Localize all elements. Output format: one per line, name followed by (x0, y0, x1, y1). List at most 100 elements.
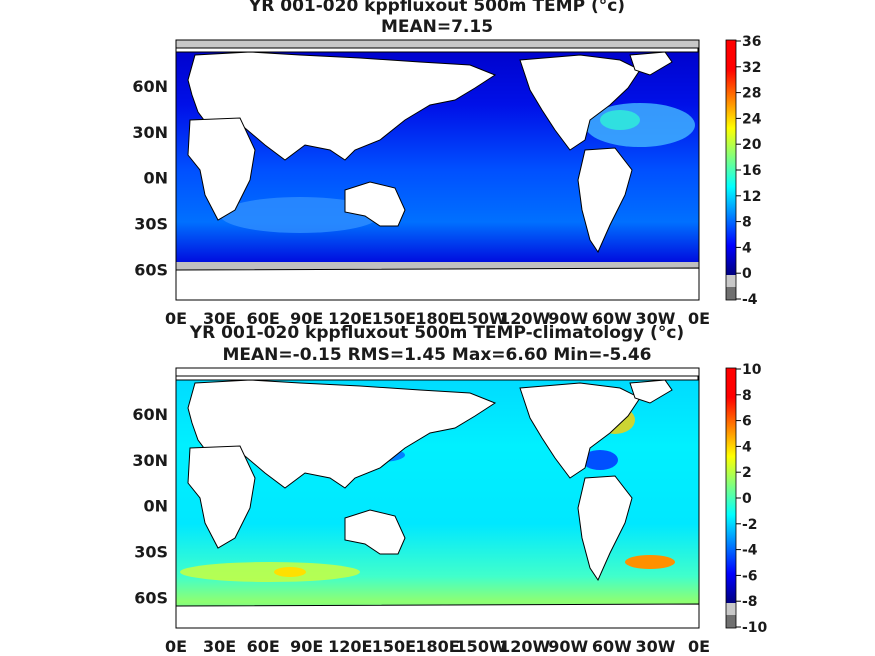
panel1-antarctica (176, 267, 699, 300)
panel2-title: YR 001-020 kppfluxout 500m TEMP-climatol… (189, 323, 684, 343)
panel1-title: YR 001-020 kppfluxout 500m TEMP (°c) (248, 0, 625, 16)
panel1-subtitle: MEAN=7.15 (381, 17, 493, 37)
y-tick-label: 30S (134, 543, 168, 562)
x-tick-label: 0E (165, 637, 187, 656)
panel1-indian-patch (220, 197, 380, 233)
x-tick-label: 60W (592, 309, 632, 328)
x-tick-label: 150W (456, 309, 507, 328)
y-tick-label: 60N (132, 77, 168, 96)
panel1-map (176, 40, 699, 300)
colorbar-tick-label: 32 (742, 60, 761, 76)
colorbar-tick-label: -4 (742, 543, 758, 559)
panel2-south-america (577, 475, 633, 582)
colorbar-tick-label: 4 (742, 439, 752, 455)
panel1-greenland (629, 51, 673, 76)
x-tick-label: 90E (290, 637, 323, 656)
colorbar-tick-label: 4 (742, 240, 752, 256)
panel2-north-america (519, 382, 641, 479)
colorbar-tick-label: 16 (742, 163, 761, 179)
colorbar-tick-label: 10 (742, 362, 762, 378)
panel2-antarctica (176, 603, 699, 628)
y-tick-label: 60N (132, 405, 168, 424)
panel2-southern-warm (180, 562, 360, 582)
x-tick-label: 120E (328, 309, 372, 328)
colorbar2-missing-swatch (726, 603, 736, 615)
x-tick-label: 90W (548, 637, 588, 656)
colorbar2-ticks: 10 8 6 4 2 0 -2 -4 -6 -8 -10 (736, 362, 768, 636)
panel1-australia (344, 181, 406, 227)
x-tick-label: 180E (415, 637, 459, 656)
colorbar-tick-label: 8 (742, 215, 752, 231)
x-tick-label: 120W (499, 309, 550, 328)
panel2-frame (175, 367, 700, 629)
x-tick-label: 150E (372, 637, 416, 656)
x-tick-label: 0E (165, 309, 187, 328)
x-tick-label: 60W (592, 637, 632, 656)
colorbar-tick-label: -8 (742, 594, 758, 610)
panel2-australia (344, 509, 406, 555)
panel1-y-ticks: 60N 30N 0N 30S 60S (132, 77, 168, 280)
panel1-arctic-missing (176, 40, 699, 48)
panel1-med-patch (600, 110, 640, 130)
x-tick-label: 150E (372, 309, 416, 328)
colorbar-tick-label: -10 (742, 620, 768, 636)
colorbar1-missing-swatch (726, 275, 736, 287)
x-tick-label: 60E (247, 637, 280, 656)
x-tick-label: 90W (548, 309, 588, 328)
colorbar-tick-label: -2 (742, 517, 758, 533)
panel1-arctic-land (176, 47, 699, 53)
y-tick-label: 60S (134, 260, 168, 279)
y-tick-label: 30S (134, 215, 168, 234)
x-tick-label: 120E (328, 637, 372, 656)
y-tick-label: 30N (132, 451, 168, 470)
x-tick-label: 30E (203, 637, 236, 656)
panel1-frame (175, 39, 700, 301)
x-tick-label: 90E (290, 309, 323, 328)
x-tick-label: 30W (635, 309, 675, 328)
y-tick-label: 30N (132, 123, 168, 142)
colorbar-tick-label: -4 (742, 292, 758, 308)
panel2-atlantic-cool (582, 450, 618, 470)
colorbar1 (726, 40, 736, 275)
colorbar2 (726, 368, 736, 603)
x-tick-label: 180E (415, 309, 459, 328)
panel2-arctic (176, 368, 699, 376)
colorbar-tick-label: 8 (742, 388, 752, 404)
x-tick-label: 30E (203, 309, 236, 328)
colorbar1-ticks: 36 32 28 24 20 16 12 8 4 0 -4 (736, 34, 762, 308)
panel2-continents (176, 375, 699, 628)
x-tick-label: 30W (635, 637, 675, 656)
colorbar-tick-label: 0 (742, 266, 752, 282)
x-tick-label: 120W (499, 637, 550, 656)
panel2-warm-spot (274, 567, 306, 577)
colorbar-tick-label: 20 (742, 137, 762, 153)
x-tick-label: 60E (247, 309, 280, 328)
x-tick-label: 0E (688, 309, 710, 328)
panel1-africa (187, 117, 256, 221)
panel1-north-america (519, 54, 641, 151)
colorbar-tick-label: 36 (742, 34, 761, 50)
panel2-africa (187, 445, 256, 549)
x-tick-label: 150W (456, 637, 507, 656)
panel2-y-ticks: 60N 30N 0N 30S 60S (132, 405, 168, 608)
panel2-arctic-land (176, 375, 699, 381)
y-tick-label: 60S (134, 588, 168, 607)
colorbar-tick-label: -6 (742, 568, 758, 584)
colorbar-tick-label: 28 (742, 86, 761, 102)
colorbar-tick-label: 6 (742, 414, 752, 430)
panel1-continents (176, 47, 699, 300)
colorbar-tick-label: 12 (742, 189, 761, 205)
x-tick-label: 0E (688, 637, 710, 656)
panel1-south-america (577, 147, 633, 254)
colorbar-tick-label: 2 (742, 465, 752, 481)
panel2-map (176, 368, 699, 628)
colorbar-tick-label: 24 (742, 111, 762, 127)
panel2-greenland (629, 379, 673, 404)
panel2-atlantic-warm (625, 555, 675, 569)
panel2-subtitle: MEAN=-0.15 RMS=1.45 Max=6.60 Min=-5.46 (223, 345, 652, 365)
y-tick-label: 0N (143, 169, 168, 188)
colorbar1-below-swatch (726, 287, 736, 300)
